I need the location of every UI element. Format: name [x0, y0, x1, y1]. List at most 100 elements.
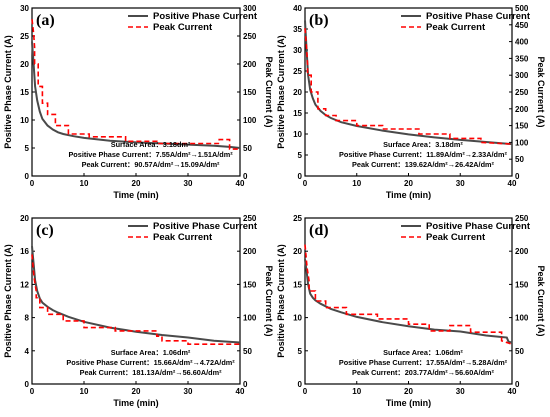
- y-tick-label: 0: [25, 380, 30, 389]
- panel-label: (a): [36, 12, 55, 29]
- peak-current-line: [31, 19, 240, 150]
- y-tick-label: 25: [20, 32, 29, 41]
- y2-tick-label: 500: [515, 4, 529, 13]
- legend-label-positive: Positive Phase Current: [153, 11, 258, 22]
- y2-tick-label: 50: [515, 347, 524, 356]
- y-axis-label: Positive Phase Current (A): [276, 244, 286, 358]
- panel-label: (c): [36, 222, 54, 239]
- legend-label-positive: Positive Phase Current: [153, 221, 258, 232]
- y2-tick-label: 350: [515, 54, 529, 63]
- x-tick-label: 40: [236, 387, 245, 396]
- peak-current-line: [31, 254, 240, 346]
- y-tick-label: 5: [298, 347, 303, 356]
- x-tick-label: 30: [184, 387, 193, 396]
- y2-tick-label: 50: [515, 155, 524, 164]
- y2-tick-label: 0: [515, 380, 520, 389]
- annotation-line: Surface Area：1.06dm²: [383, 348, 463, 357]
- annotation-line: Positive Phase Current：15.66A/dm²→4.72A/…: [66, 358, 235, 367]
- y-tick-label: 0: [298, 172, 303, 181]
- y2-tick-label: 100: [243, 116, 257, 125]
- x-tick-label: 30: [184, 179, 193, 188]
- y-tick-label: 16: [20, 247, 29, 256]
- y2-tick-label: 0: [243, 172, 248, 181]
- y-tick-label: 12: [20, 280, 29, 289]
- positive-phase-current-line: [31, 246, 241, 344]
- x-tick-label: 40: [508, 387, 517, 396]
- x-tick-label: 20: [404, 179, 413, 188]
- y-tick-label: 5: [298, 151, 303, 160]
- y2-tick-label: 300: [243, 4, 257, 13]
- legend-label-peak: Peak Current: [426, 22, 486, 33]
- y2-tick-label: 150: [515, 122, 529, 131]
- x-axis-label: Time (min): [113, 190, 158, 200]
- y-tick-label: 25: [293, 214, 302, 223]
- x-tick-label: 0: [303, 179, 308, 188]
- legend-label-peak: Peak Current: [153, 232, 213, 243]
- x-tick-label: 10: [80, 179, 89, 188]
- y2-tick-label: 400: [515, 38, 529, 47]
- y-tick-label: 15: [293, 280, 302, 289]
- panel-label: (b): [309, 12, 329, 29]
- positive-phase-current-line: [304, 20, 513, 146]
- annotation-line: Positive Phase Current：7.55A/dm²→1.51A/d…: [68, 150, 233, 159]
- x-tick-label: 0: [303, 387, 308, 396]
- x-tick-label: 40: [508, 179, 517, 188]
- positive-phase-current-line: [31, 41, 241, 149]
- y2-tick-label: 50: [243, 144, 252, 153]
- annotation-line: Surface Area：3.18dm²: [383, 140, 463, 149]
- panel-label: (d): [309, 222, 329, 239]
- legend-label-peak: Peak Current: [153, 22, 213, 33]
- y2-tick-label: 0: [515, 172, 520, 181]
- x-tick-label: 10: [352, 179, 361, 188]
- y-axis-label: Positive Phase Current (A): [3, 244, 13, 358]
- y2-tick-label: 200: [515, 105, 529, 114]
- x-axis-label: Time (min): [386, 190, 431, 200]
- y2-tick-label: 100: [243, 314, 257, 323]
- y2-tick-label: 250: [515, 88, 529, 97]
- x-tick-label: 10: [80, 387, 89, 396]
- legend-label-positive: Positive Phase Current: [426, 11, 531, 22]
- y2-tick-label: 200: [515, 247, 529, 256]
- y-axis-label: Positive Phase Current (A): [3, 35, 13, 149]
- y-tick-label: 35: [293, 25, 302, 34]
- y2-tick-label: 450: [515, 21, 529, 30]
- y-tick-label: 10: [293, 130, 302, 139]
- y2-axis-label: Peak Current (A): [536, 56, 546, 127]
- y-tick-label: 8: [25, 314, 30, 323]
- y-tick-label: 0: [298, 380, 303, 389]
- y-tick-label: 25: [293, 67, 302, 76]
- peak-current-line: [304, 28, 513, 145]
- y2-tick-label: 300: [515, 71, 529, 80]
- annotation-line: Surface Area：1.06dm²: [111, 348, 191, 357]
- annotation-line: Peak Current：139.62A/dm²→26.42A/dm²: [352, 160, 495, 169]
- y-tick-label: 10: [20, 116, 29, 125]
- y-tick-label: 10: [293, 314, 302, 323]
- y-tick-label: 40: [293, 4, 302, 13]
- peak-current-line: [304, 244, 513, 345]
- x-axis-label: Time (min): [386, 398, 431, 408]
- x-tick-label: 0: [30, 387, 35, 396]
- y2-tick-label: 250: [243, 214, 257, 223]
- chart-panel-0: 0 10 20 30 40051015202530050100150200250300T…: [3, 4, 274, 200]
- y2-tick-label: 200: [243, 60, 257, 69]
- x-tick-label: 40: [236, 179, 245, 188]
- y-tick-label: 4: [25, 347, 30, 356]
- y2-tick-label: 150: [243, 280, 257, 289]
- x-tick-label: 10: [352, 387, 361, 396]
- y-tick-label: 30: [293, 46, 302, 55]
- y2-tick-label: 200: [243, 247, 257, 256]
- y-axis-label: Positive Phase Current (A): [276, 35, 286, 149]
- y2-tick-label: 100: [515, 314, 529, 323]
- positive-phase-current-line: [304, 259, 513, 344]
- y2-axis-label: Peak Current (A): [536, 265, 546, 336]
- annotation-line: Peak Current：203.77A/dm²→56.60A/dm²: [352, 368, 495, 377]
- y-tick-label: 30: [20, 4, 29, 13]
- y2-tick-label: 100: [515, 138, 529, 147]
- y2-tick-label: 0: [243, 380, 248, 389]
- y2-tick-label: 250: [515, 214, 529, 223]
- annotation-line: Positive Phase Current：17.55A/dm²→5.28A/…: [339, 358, 508, 367]
- annotation-line: Peak Current：90.57A/dm²→15.09A/dm²: [82, 160, 220, 169]
- y2-axis-label: Peak Current (A): [264, 265, 274, 336]
